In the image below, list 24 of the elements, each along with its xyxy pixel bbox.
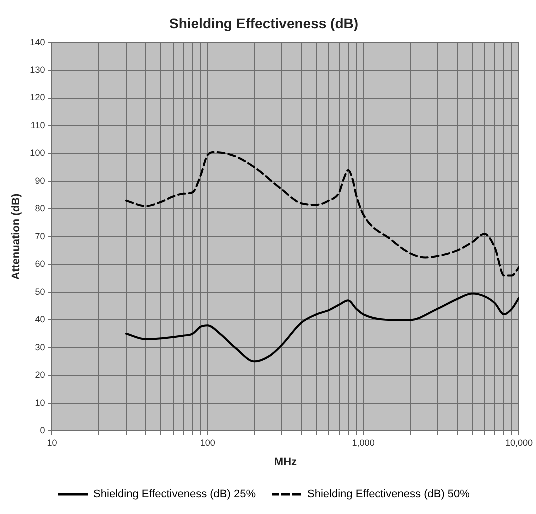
y-tick-label: 50 xyxy=(35,286,46,297)
x-axis-title: MHz xyxy=(274,456,298,468)
y-tick-label: 30 xyxy=(35,342,46,352)
y-tick-label: 40 xyxy=(35,314,46,325)
y-tick-label: 110 xyxy=(30,120,46,130)
y-tick-label: 80 xyxy=(35,204,46,214)
y-tick-label: 10 xyxy=(35,398,46,408)
y-tick-label: 90 xyxy=(35,176,46,186)
y-tick-label: 140 xyxy=(30,37,46,48)
chart-title: Shielding Effectiveness (dB) xyxy=(169,15,359,32)
x-tick-label: 10,000 xyxy=(505,438,533,448)
y-tick-label: 120 xyxy=(30,92,46,103)
x-tick-label: 100 xyxy=(200,438,216,448)
legend-label: Shielding Effectiveness (dB) 50% xyxy=(308,488,470,501)
y-tick-label: 70 xyxy=(35,231,46,242)
y-axis-title: Attenuation (dB) xyxy=(10,193,23,280)
y-tick-label: 100 xyxy=(30,148,46,158)
legend-label: Shielding Effectiveness (dB) 25% xyxy=(94,488,256,501)
y-tick-label: 130 xyxy=(30,65,46,76)
y-tick-label: 20 xyxy=(35,370,46,380)
y-tick-label: 0 xyxy=(40,425,46,436)
x-tick-label: 10 xyxy=(47,438,58,448)
y-tick-label: 60 xyxy=(35,259,46,270)
x-tick-label: 1,000 xyxy=(352,438,375,448)
